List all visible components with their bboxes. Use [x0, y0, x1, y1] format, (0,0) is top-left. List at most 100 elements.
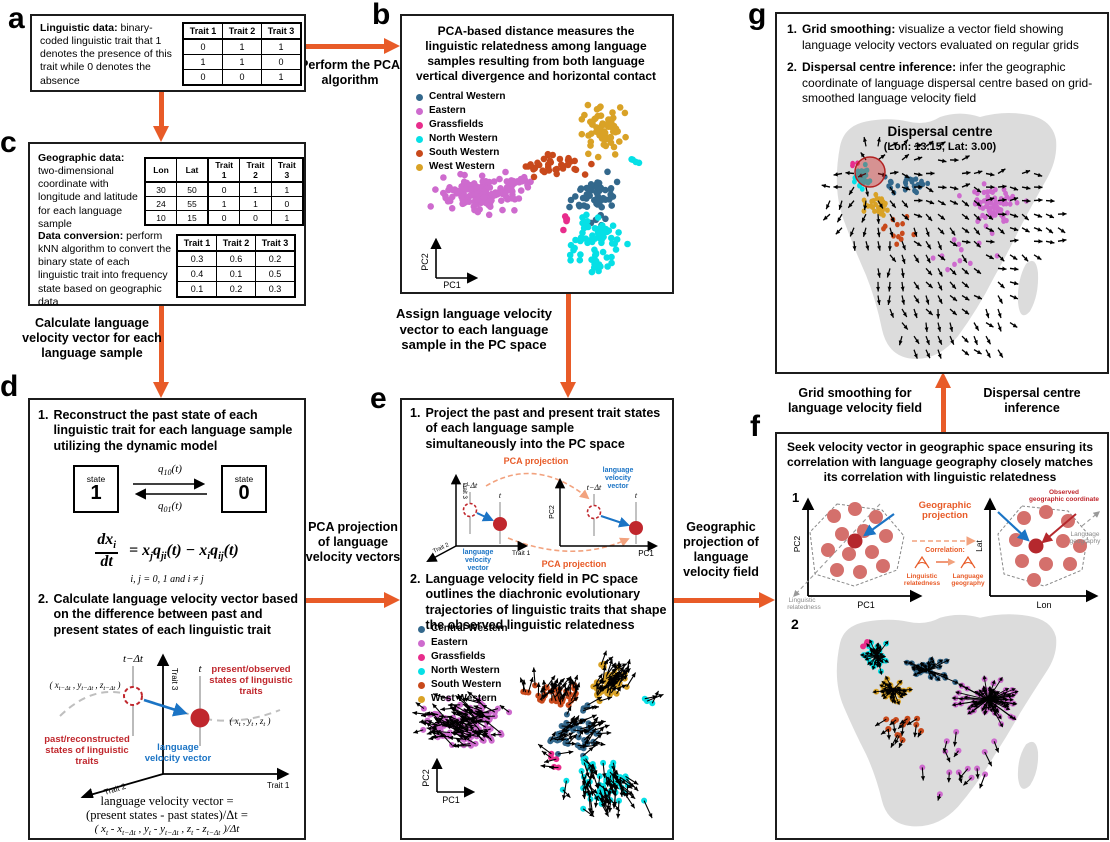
grid-velocity-arrows: [821, 136, 1067, 359]
legend-dot: [416, 121, 423, 129]
panel-e-item2: 2. Language velocity field in PC space ou…: [410, 572, 667, 632]
panel-g-box: 1. Grid smoothing: visualize a vector fi…: [775, 12, 1109, 374]
dynamic-model-equation: dxi dt = xjqji(t) − xiqij(t): [95, 531, 239, 570]
arrow-c-to-d: [159, 302, 164, 382]
svg-text:PC2: PC2: [792, 535, 802, 552]
velocity-vector-arrow: [143, 698, 188, 717]
arrow-d-to-e-head: [384, 592, 400, 608]
legend-item: South Western: [416, 148, 506, 158]
transition-arrow-lines: [133, 478, 207, 500]
svg-text:states of linguistic: states of linguistic: [209, 675, 292, 686]
arrow-b-to-e: [566, 290, 571, 382]
svg-text:Language: Language: [953, 573, 984, 580]
svg-text:traits: traits: [239, 686, 262, 697]
legend-item: Grassfields: [418, 652, 508, 662]
panel-d-box: 1. Reconstruct the past state of each lin…: [28, 398, 306, 840]
legend-dot: [418, 653, 425, 661]
legend-dot: [418, 681, 425, 689]
panel-d-item2: 2. Calculate language velocity vector bas…: [38, 592, 298, 637]
legend-dot: [416, 93, 423, 101]
panel-g-items: 1. Grid smoothing: visualize a vector fi…: [787, 22, 1099, 114]
t-past-label: t−Δt: [123, 653, 144, 665]
state-1-box: state 1: [73, 465, 119, 514]
svg-text:geography: geography: [951, 580, 985, 587]
frequency-trait-table: Trait 1 Trait 2 Trait 3 0.3 0.6 0.2 0.4 0.1 0.5 0…: [176, 234, 296, 298]
trait1-axis-label: Trait 1: [267, 781, 290, 790]
pc-axes: PC2 PC1: [420, 237, 479, 288]
present-coordinates: ( xt , yt , zt ): [230, 716, 271, 728]
linguistic-data-text: Linguistic data: binary-coded linguistic…: [40, 22, 172, 87]
t-now-label: t: [198, 663, 202, 675]
svg-text:velocity: velocity: [605, 475, 631, 482]
panel-a-box: Linguistic data: binary-coded linguistic…: [30, 14, 306, 92]
svg-text:t−Δt: t−Δt: [587, 483, 602, 492]
arrow-label-grid-smoothing: Grid smoothing for language velocity fie…: [787, 386, 923, 415]
arrow-d-to-e: [302, 598, 384, 603]
panel-g-item2: 2. Dispersal centre inference: infer the…: [787, 60, 1093, 106]
arrow-a-to-b-head: [384, 38, 400, 54]
panel-d-item1: 1. Reconstruct the past state of each lin…: [38, 408, 293, 453]
language-samples-pc: [821, 502, 893, 579]
equation-condition: i, j = 0, 1 and i ≠ j: [130, 574, 204, 585]
present-states-label: present/observed: [211, 664, 290, 675]
sub1-number: 1: [792, 490, 799, 505]
svg-text:vector: vector: [607, 483, 628, 490]
panel-g-letter: g: [748, 0, 767, 31]
arrow-a-to-c: [159, 88, 164, 126]
arrow-e-to-f-head: [759, 592, 775, 608]
svg-text:geographic coordinate: geographic coordinate: [1029, 496, 1099, 503]
legend-dot: [418, 625, 425, 633]
panel-a-letter: a: [8, 2, 25, 35]
grid-smoothed-velocity-map: [821, 112, 1067, 359]
svg-text:relatedness: relatedness: [904, 580, 941, 587]
group-legend: Central Western Eastern Grassfields North W…: [418, 624, 508, 704]
legend-dot: [416, 163, 423, 171]
svg-text:Observed: Observed: [1049, 489, 1079, 496]
data-conversion-text: Data conversion: perform kNN algorithm t…: [38, 230, 172, 308]
legend-dot: [416, 135, 423, 143]
panel-d-letter: d: [0, 370, 19, 403]
svg-text:PC1: PC1: [638, 549, 654, 558]
arrow-a-to-c-head: [153, 126, 169, 142]
svg-text:PC1: PC1: [857, 600, 875, 610]
arrow-a-to-b: [302, 44, 384, 49]
dynamic-model-state-diagram: state 1 q10(t) q01(t) state 0: [70, 464, 270, 514]
svg-text:Linguistic: Linguistic: [788, 597, 816, 604]
arrow-label-dispersal-inference: Dispersal centre inference: [983, 386, 1081, 415]
pc2-axis-label: PC2: [420, 253, 430, 271]
legend-dot: [418, 667, 425, 675]
arrow-label-pca-projection: PCA projection of language velocity vect…: [305, 520, 401, 564]
language-samples-geo: [1009, 505, 1087, 587]
pc1-axis-label: PC1: [443, 280, 461, 288]
legend-item: Eastern: [418, 638, 508, 648]
trait-space-diagram: Trait 3 Trait 1 Trait 2 t−Δt t ( xt−Δt ,…: [44, 653, 293, 798]
legend-item: Grassfields: [416, 120, 506, 130]
svg-text:PC1: PC1: [442, 795, 460, 805]
arrow-b-to-e-head: [560, 382, 576, 398]
legend-dot: [416, 107, 423, 115]
svg-text:velocity: velocity: [465, 557, 491, 564]
africa-map: [836, 614, 1057, 827]
past-states-label: past/reconstructed: [44, 734, 130, 745]
madagascar: [1017, 741, 1039, 789]
legend-item: Central Western: [418, 624, 508, 634]
arrow-e-to-f: [672, 598, 759, 603]
svg-text:traits: traits: [75, 756, 98, 767]
africa-map: [836, 112, 1057, 359]
panel-b-title: PCA-based distance measures the linguist…: [415, 24, 657, 83]
present-state-point: [190, 708, 210, 728]
panel-c-letter: c: [0, 126, 17, 159]
velocity-arrows: [859, 639, 1019, 801]
svg-text:t: t: [499, 491, 502, 500]
panel-c-box: Geographic data: two-dimensional coordin…: [28, 142, 306, 308]
arrow-label-perform-pca: Perform the PCA algorithm: [299, 58, 401, 87]
svg-text:Lat: Lat: [974, 539, 984, 551]
panel-e-letter: e: [370, 382, 387, 415]
sub2-number: 2: [791, 616, 799, 632]
legend-dot: [416, 149, 423, 157]
legend-item: West Western: [416, 162, 506, 172]
legend-item: West Western: [418, 694, 508, 704]
past-state-point: [123, 686, 143, 706]
